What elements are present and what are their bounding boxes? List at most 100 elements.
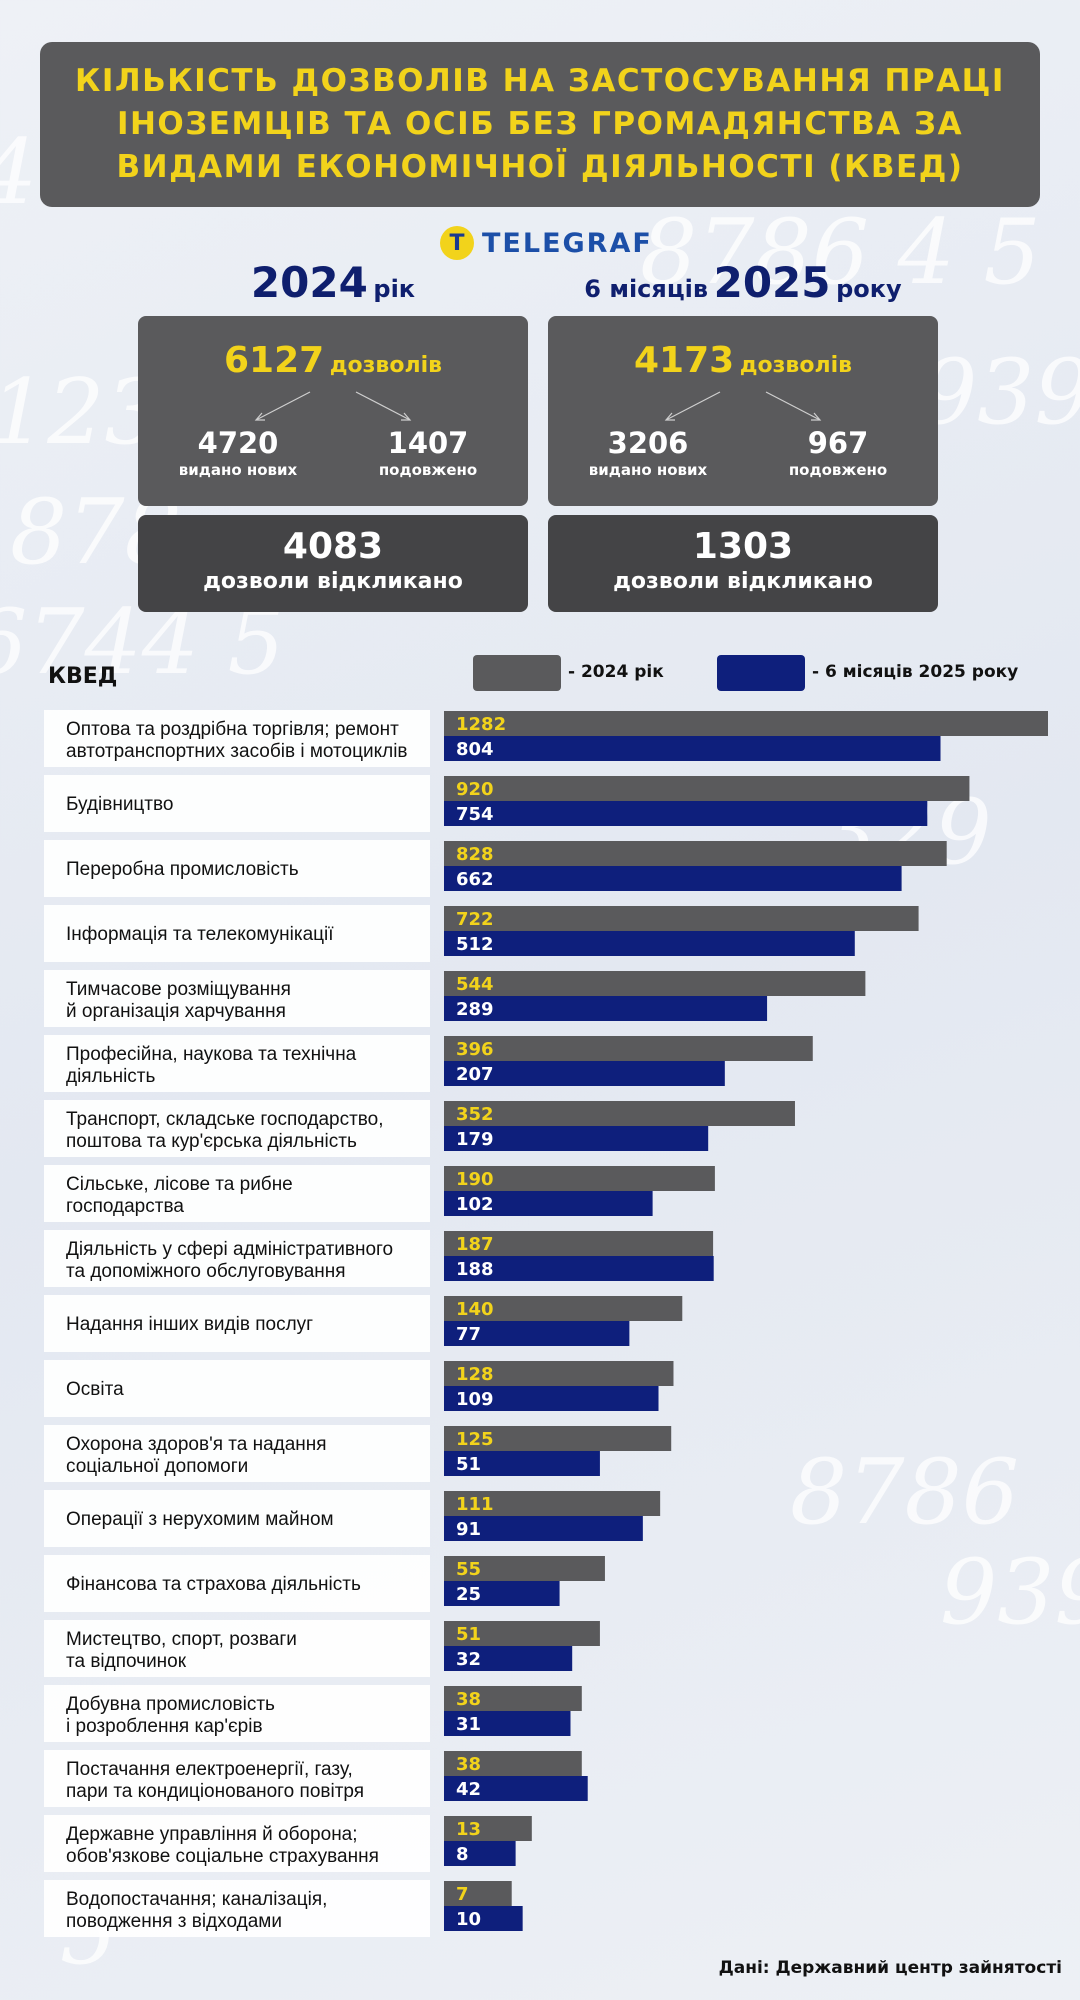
panel-2024-totals: 6127 дозволів 4720 видано нових 1407 под… — [138, 316, 528, 506]
category-row-bg — [44, 1685, 430, 1742]
bar-value-2024: 920 — [456, 779, 494, 800]
category-row-bg — [44, 1230, 430, 1287]
total-2024-unit: дозволів — [329, 353, 443, 378]
page-title: Кількість дозволів на застосування праці… — [75, 63, 1005, 185]
bar-value-2025: 804 — [456, 739, 494, 760]
bar-value-2025: 289 — [456, 999, 494, 1020]
category-label: Транспорт, складське господарство, поштов… — [66, 1109, 384, 1152]
category-label: Надання інших видів послуг — [66, 1314, 313, 1335]
category-row-bg — [44, 1880, 430, 1937]
bar-2024 — [444, 1036, 813, 1061]
category-row-bg — [44, 1035, 430, 1092]
bar-2025 — [444, 1776, 588, 1801]
category-label: Інформація та телекомунікації — [66, 924, 334, 945]
kved-label: КВЕД — [48, 664, 118, 689]
bar-2024 — [444, 1686, 582, 1711]
bar-2025 — [444, 801, 928, 826]
bar-value-2024: 55 — [456, 1559, 481, 1580]
bar-2024 — [444, 1296, 683, 1321]
bar-2025 — [444, 866, 902, 891]
split-arrows-icon — [664, 391, 822, 421]
bar-2025 — [444, 1321, 630, 1346]
telegraf-logo: T TELEGRAF — [440, 225, 653, 261]
bar-2024 — [444, 841, 947, 866]
bar-value-2025: 25 — [456, 1584, 481, 1605]
bar-2024 — [444, 1556, 605, 1581]
category-label: Діяльність у сфері адміністративного та д… — [66, 1239, 393, 1282]
bar-value-2024: 187 — [456, 1234, 494, 1255]
bar-value-2025: 8 — [456, 1844, 469, 1865]
category-row-bg — [44, 1165, 430, 1222]
logo-icon: T — [440, 226, 474, 260]
category-label: Професійна, наукова та технічна діяльніст… — [66, 1044, 357, 1087]
bar-value-2025: 512 — [456, 934, 494, 955]
bar-value-2024: 190 — [456, 1169, 494, 1190]
bar-2025 — [444, 1126, 709, 1151]
bar-value-2025: 102 — [456, 1194, 494, 1215]
total-2025-count: 4173 — [633, 340, 735, 381]
bar-2024 — [444, 1426, 672, 1451]
data-source: Дані: Державний центр зайнятості — [718, 1958, 1062, 1978]
new-2024-count: 4720 — [197, 426, 279, 460]
bar-2025 — [444, 1516, 643, 1541]
revoked-2025-count: 1303 — [692, 526, 794, 567]
bar-value-2024: 13 — [456, 1819, 481, 1840]
bar-value-2024: 125 — [456, 1429, 494, 1450]
bar-2024 — [444, 1166, 715, 1191]
bar-2024 — [444, 1361, 674, 1386]
bar-2025 — [444, 1906, 523, 1931]
panel-2025-totals: 4173 дозволів 3206 видано нових 967 подо… — [548, 316, 938, 506]
category-label: Тимчасове розміщування й організація харч… — [66, 979, 291, 1022]
year-2025-prefix: 6 місяців — [584, 275, 709, 303]
extended-2024: 1407 подовжено — [343, 426, 513, 480]
category-label: Фінансова та страхова діяльність — [66, 1574, 361, 1595]
category-row-bg — [44, 1490, 430, 1547]
bar-value-2025: 42 — [456, 1779, 481, 1800]
category-label: Сільське, лісове та рибне господарства — [66, 1174, 293, 1217]
bar-2025 — [444, 1191, 653, 1216]
bar-value-2024: 128 — [456, 1364, 494, 1385]
bar-value-2024: 38 — [456, 1754, 481, 1775]
bar-value-2025: 188 — [456, 1259, 494, 1280]
bar-value-2025: 109 — [456, 1389, 494, 1410]
bar-2025 — [444, 736, 941, 761]
bar-2024 — [444, 1491, 661, 1516]
year-2025-title: 6 місяців 2025 року — [548, 258, 938, 308]
bar-value-2024: 828 — [456, 844, 494, 865]
bar-value-2024: 7 — [456, 1884, 469, 1905]
bar-2024 — [444, 906, 919, 931]
year-2025-number: 2025 — [713, 258, 831, 307]
bar-value-2024: 1282 — [456, 714, 506, 735]
total-2025-unit: дозволів — [739, 353, 853, 378]
bar-value-2025: 51 — [456, 1454, 481, 1475]
bar-value-2025: 10 — [456, 1909, 481, 1930]
bar-2024 — [444, 1231, 714, 1256]
bar-2025 — [444, 931, 855, 956]
legend-label-2025: - 6 місяців 2025 року — [812, 662, 1019, 682]
category-label: Переробна промисловість — [66, 859, 299, 880]
revoked-2024-count: 4083 — [282, 526, 384, 567]
bar-2024 — [444, 1101, 795, 1126]
category-row-bg — [44, 775, 430, 832]
bar-value-2024: 38 — [456, 1689, 481, 1710]
total-2024-count: 6127 — [223, 340, 325, 381]
bar-value-2025: 32 — [456, 1649, 481, 1670]
category-label: Постачання електроенергії, газу, пари та … — [66, 1759, 364, 1802]
bar-2024 — [444, 1751, 582, 1776]
extended-2025-count: 967 — [807, 426, 869, 460]
bar-value-2025: 179 — [456, 1129, 494, 1150]
legend-swatch-2025 — [717, 655, 805, 691]
category-label: Освіта — [66, 1379, 124, 1400]
category-label: Оптова та роздрібна торгівля; ремонт авто… — [66, 719, 408, 762]
bar-2025 — [444, 1711, 571, 1736]
new-2024-label: видано нових — [178, 461, 298, 479]
category-row-bg — [44, 905, 430, 962]
bar-value-2024: 544 — [456, 974, 494, 995]
panel-2025-revoked: 1303 дозволи відкликано — [548, 515, 938, 612]
bar-2025 — [444, 1256, 714, 1281]
category-row-bg — [44, 1425, 430, 1482]
year-2024-title: 2024 рік — [138, 258, 528, 308]
revoked-2024-label: дозволи відкликано — [203, 569, 463, 594]
legend-label-2024: - 2024 рік — [568, 662, 664, 682]
legend-swatch-2024 — [473, 655, 561, 691]
